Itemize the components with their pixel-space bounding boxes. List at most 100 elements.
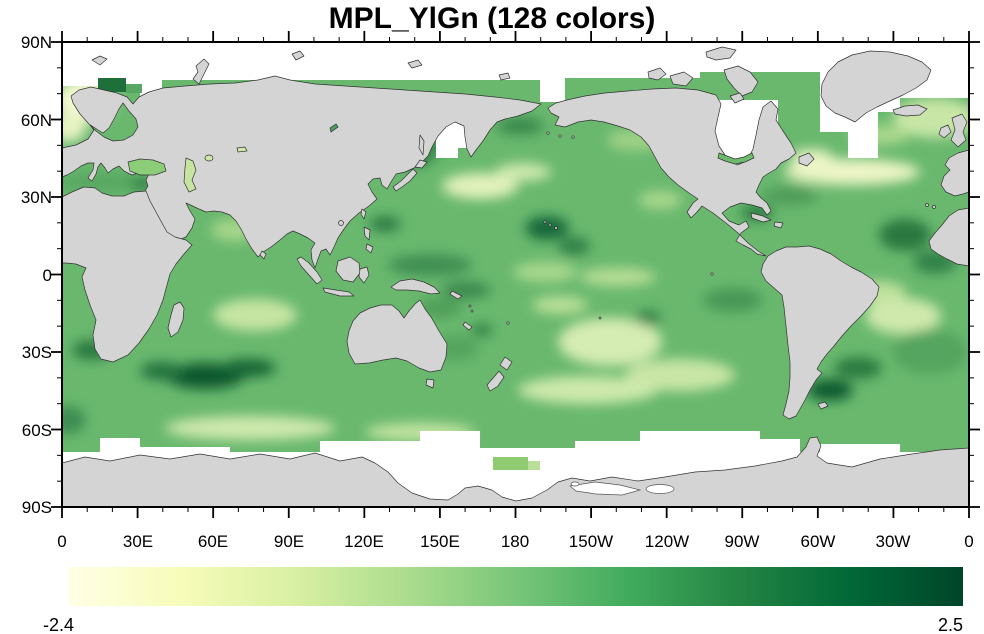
lat-label-30n: 30N xyxy=(21,188,52,207)
falkland-islands xyxy=(817,401,829,410)
new-guinea-island xyxy=(390,278,441,295)
lon-label-150w: 150W xyxy=(569,532,613,551)
banks-island xyxy=(647,67,667,81)
lat-label-90s: 90S xyxy=(22,498,52,517)
taiwan-island xyxy=(360,208,367,220)
colorbar-max-label: 2.5 xyxy=(938,615,963,634)
hawaii-island xyxy=(543,220,547,224)
new-siberian-islands xyxy=(407,59,423,69)
barents-data-cell xyxy=(98,78,126,92)
aral-sea xyxy=(204,154,214,162)
honshu-island xyxy=(392,168,418,192)
new-zealand-north-island xyxy=(499,356,513,371)
new-zealand-south-island xyxy=(486,370,505,392)
lon-label-120w: 120W xyxy=(645,532,689,551)
ross-ice-shelf-region xyxy=(569,481,642,496)
antarctic-coast-data-cell-2 xyxy=(528,461,540,470)
sri-lanka-island xyxy=(259,250,267,260)
australia-landmass xyxy=(346,299,448,373)
lat-label-0: 0 xyxy=(43,266,52,285)
north-america-landmass xyxy=(547,87,797,257)
hokkaido-island xyxy=(414,159,428,169)
africa-landmass xyxy=(62,186,193,363)
lon-label-30e: 30E xyxy=(123,532,153,551)
lon-label-60w: 60W xyxy=(801,532,836,551)
svalbard-islands xyxy=(91,55,108,66)
lat-label-60n: 60N xyxy=(21,111,52,130)
black-sea xyxy=(127,158,167,176)
newfoundland-island xyxy=(798,152,815,167)
axis-ticks xyxy=(51,31,980,518)
baffin-island xyxy=(723,65,759,97)
philippines-island xyxy=(363,226,371,241)
ice-shelf-patch xyxy=(645,484,675,494)
map-area xyxy=(62,42,969,507)
novaya-zemlya-islands xyxy=(192,58,210,85)
hispaniola-island xyxy=(773,221,784,229)
southampton-island xyxy=(729,92,745,104)
ellesmere-island xyxy=(705,46,737,61)
tasmania-island xyxy=(425,378,435,389)
severnaya-zemlya-islands xyxy=(291,50,305,61)
ocean-data-field xyxy=(62,78,969,441)
colorbar-min-label: -2.4 xyxy=(43,615,74,634)
canary-island-2 xyxy=(932,205,936,209)
vanuatu-island-2 xyxy=(470,309,474,313)
plot-title: MPL_YlGn (128 colors) xyxy=(329,2,656,35)
great-lakes xyxy=(717,152,755,165)
sumatra-island xyxy=(296,256,323,285)
antarctica-landmass xyxy=(62,436,969,507)
south-america-landmass xyxy=(760,245,880,420)
caspian-sea xyxy=(183,157,197,193)
lat-label-60s: 60S xyxy=(22,421,52,440)
hawaii-island-3 xyxy=(554,226,558,230)
antarctica xyxy=(62,436,969,507)
aleutian-island-2 xyxy=(558,134,562,138)
tahiti-island xyxy=(598,316,602,320)
inland-waters xyxy=(127,123,755,193)
solomon-islands xyxy=(449,290,463,300)
ice-shelf-patch-2 xyxy=(570,481,580,487)
lake-baikal xyxy=(329,123,339,133)
galapagos-island xyxy=(710,272,714,276)
lat-label-30s: 30S xyxy=(22,343,52,362)
sulawesi-island xyxy=(358,266,370,284)
lon-label-90w: 90W xyxy=(725,532,760,551)
aleutian-island xyxy=(546,131,550,135)
lat-label-90n: 90N xyxy=(21,33,52,52)
colorbar-gradient-bar xyxy=(69,567,963,606)
lon-label-150e: 150E xyxy=(420,532,460,551)
lake-balkhash xyxy=(236,146,248,153)
philippines-island-2 xyxy=(365,243,374,254)
lon-label-120e: 120E xyxy=(344,532,384,551)
canary-island xyxy=(925,203,929,207)
lon-label-0e: 0 xyxy=(57,532,66,551)
borneo-island xyxy=(335,256,361,283)
hawaii-island-2 xyxy=(548,223,552,227)
ireland-island xyxy=(938,124,952,139)
greenland-landmass xyxy=(820,50,932,123)
lon-label-180: 180 xyxy=(501,532,529,551)
lon-label-30w: 30W xyxy=(876,532,911,551)
iberia-france-edge xyxy=(940,149,969,197)
vanuatu-island xyxy=(468,304,472,308)
barents-data-cell-2 xyxy=(126,84,142,93)
fiji-island xyxy=(506,321,510,325)
madagascar-island xyxy=(167,301,185,338)
iceland-island xyxy=(892,104,928,117)
aleutian-island-3 xyxy=(571,135,575,139)
landmasses xyxy=(62,46,969,420)
cuba-island xyxy=(750,212,772,223)
lon-axis-labels: 0 30E 60E 90E 120E 150E 180 150W 120W 90… xyxy=(57,532,973,551)
west-africa-edge xyxy=(928,207,969,267)
sakhalin-island xyxy=(418,134,425,156)
lon-label-0w: 0 xyxy=(964,532,973,551)
new-caledonia-island xyxy=(462,321,473,331)
java-island xyxy=(322,287,355,297)
hainan-island xyxy=(338,220,344,226)
antarctic-coast-data-cell xyxy=(493,457,528,470)
lon-label-90e: 90E xyxy=(274,532,304,551)
victoria-island xyxy=(669,71,694,87)
colorbar: -2.4 2.5 xyxy=(43,567,963,634)
